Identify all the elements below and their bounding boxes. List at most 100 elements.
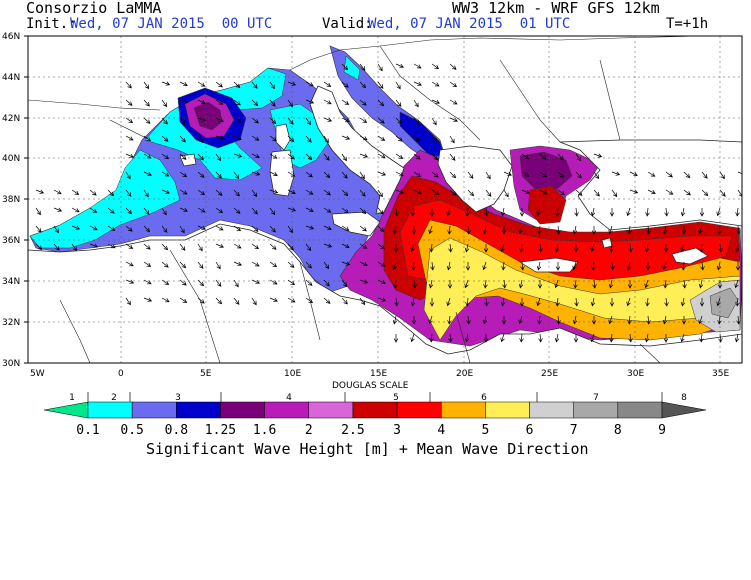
wave-arrow xyxy=(482,261,487,271)
wave-arrow xyxy=(305,297,314,304)
wave-arrow xyxy=(395,99,402,107)
threshold-label: 2 xyxy=(305,423,313,438)
wave-arrow xyxy=(411,261,416,271)
wave-arrow xyxy=(484,297,489,307)
lat-label: 38N xyxy=(2,195,20,205)
wave-arrow xyxy=(233,279,239,288)
threshold-label: 3 xyxy=(393,423,401,438)
island-corsica xyxy=(275,123,291,151)
wave-arrow xyxy=(251,135,260,141)
wave-arrow xyxy=(537,225,542,235)
wave-arrow xyxy=(125,207,133,215)
wave-arrow xyxy=(428,225,433,235)
wave-arrow xyxy=(215,99,224,105)
wave-arrow xyxy=(431,63,440,70)
wave-arrow xyxy=(53,243,60,251)
wave-arrow xyxy=(484,207,489,217)
wave-arrow xyxy=(161,297,170,303)
wave-arrow xyxy=(323,117,333,122)
wave-arrow xyxy=(143,297,153,302)
douglas-label: 3 xyxy=(175,393,181,403)
wave-arrow xyxy=(412,279,417,289)
wave-arrow xyxy=(179,99,189,104)
wave-arrow xyxy=(179,279,187,286)
wave-arrow xyxy=(377,261,386,267)
wave-arrow xyxy=(467,189,475,197)
wave-arrow xyxy=(341,63,349,71)
wave-arrow xyxy=(626,261,632,271)
model-title: WW3 12km - WRF GFS 12km xyxy=(452,0,660,17)
wave-arrow xyxy=(125,99,133,106)
wave-arrow xyxy=(305,189,314,195)
lon-label: 5W xyxy=(30,369,45,379)
wave-arrow xyxy=(179,243,186,251)
wave-arrow xyxy=(736,315,741,325)
wave-arrow xyxy=(359,261,368,267)
wave-arrow xyxy=(215,189,223,196)
lat-label: 42N xyxy=(2,114,20,124)
wave-arrow xyxy=(125,297,131,306)
wave-arrow xyxy=(628,333,633,343)
wave-arrow xyxy=(449,81,458,88)
wave-arrow xyxy=(287,225,294,234)
douglas-label: 1 xyxy=(69,393,75,403)
wave-arrow xyxy=(680,333,685,343)
wave-arrow xyxy=(575,189,583,196)
wave-arrow xyxy=(269,81,275,90)
wave-arrow xyxy=(485,189,492,197)
wave-arrow xyxy=(431,171,439,178)
wave-arrow xyxy=(429,208,435,217)
wave-arrow xyxy=(125,261,134,267)
wave-arrow xyxy=(197,99,206,105)
wave-arrow xyxy=(179,135,186,143)
threshold-label: 0.8 xyxy=(165,423,188,438)
wave-arrow xyxy=(413,117,420,125)
wave-arrow xyxy=(323,81,332,87)
wave-arrow xyxy=(521,189,530,194)
wave-arrow xyxy=(410,297,416,307)
wave-arrow xyxy=(215,261,221,270)
wave-arrow xyxy=(341,207,349,214)
wave-arrow xyxy=(305,279,313,286)
wave-arrow xyxy=(359,117,368,123)
colorbar-box xyxy=(396,401,442,419)
wave-arrow xyxy=(53,189,62,195)
wave-arrow xyxy=(377,225,385,233)
threshold-label: 1.6 xyxy=(253,423,276,438)
wave-arrow xyxy=(323,261,330,270)
wave-arrow xyxy=(377,207,384,215)
wave-arrow xyxy=(610,261,615,271)
wave-arrow xyxy=(287,153,295,160)
wave-arrow xyxy=(305,225,315,230)
wave-arrow xyxy=(521,171,530,177)
wave-arrow xyxy=(161,261,169,268)
wave-arrow xyxy=(411,226,417,235)
wave-arrow xyxy=(394,207,399,217)
lat-label: 30N xyxy=(2,359,20,369)
threshold-label: 5 xyxy=(481,423,489,438)
wave-arrow xyxy=(735,207,740,217)
wave-arrow xyxy=(143,243,151,250)
wave-arrow xyxy=(251,279,260,284)
wave-arrow xyxy=(377,171,387,176)
wave-arrow xyxy=(500,207,506,217)
wave-arrow xyxy=(305,135,312,143)
wave-arrow xyxy=(734,243,740,253)
wave-arrow xyxy=(448,243,453,253)
wave-arrow xyxy=(449,153,456,161)
wave-arrow xyxy=(465,262,471,271)
wave-arrow xyxy=(179,153,187,160)
wave-arrow xyxy=(197,207,206,213)
wave-arrow xyxy=(449,63,457,70)
wave-arrow xyxy=(215,207,224,214)
valid-time: Wed, 07 JAN 2015 01 UTC xyxy=(368,16,571,32)
wave-arrow xyxy=(395,171,404,177)
wave-arrow xyxy=(215,117,224,123)
wave-arrow xyxy=(718,333,723,343)
wave-arrow xyxy=(125,153,134,158)
wave-arrow xyxy=(161,99,168,108)
wave-arrow xyxy=(143,117,151,124)
wave-arrow xyxy=(287,171,296,177)
wave-arrow xyxy=(464,333,470,343)
wave-arrow xyxy=(359,171,365,180)
